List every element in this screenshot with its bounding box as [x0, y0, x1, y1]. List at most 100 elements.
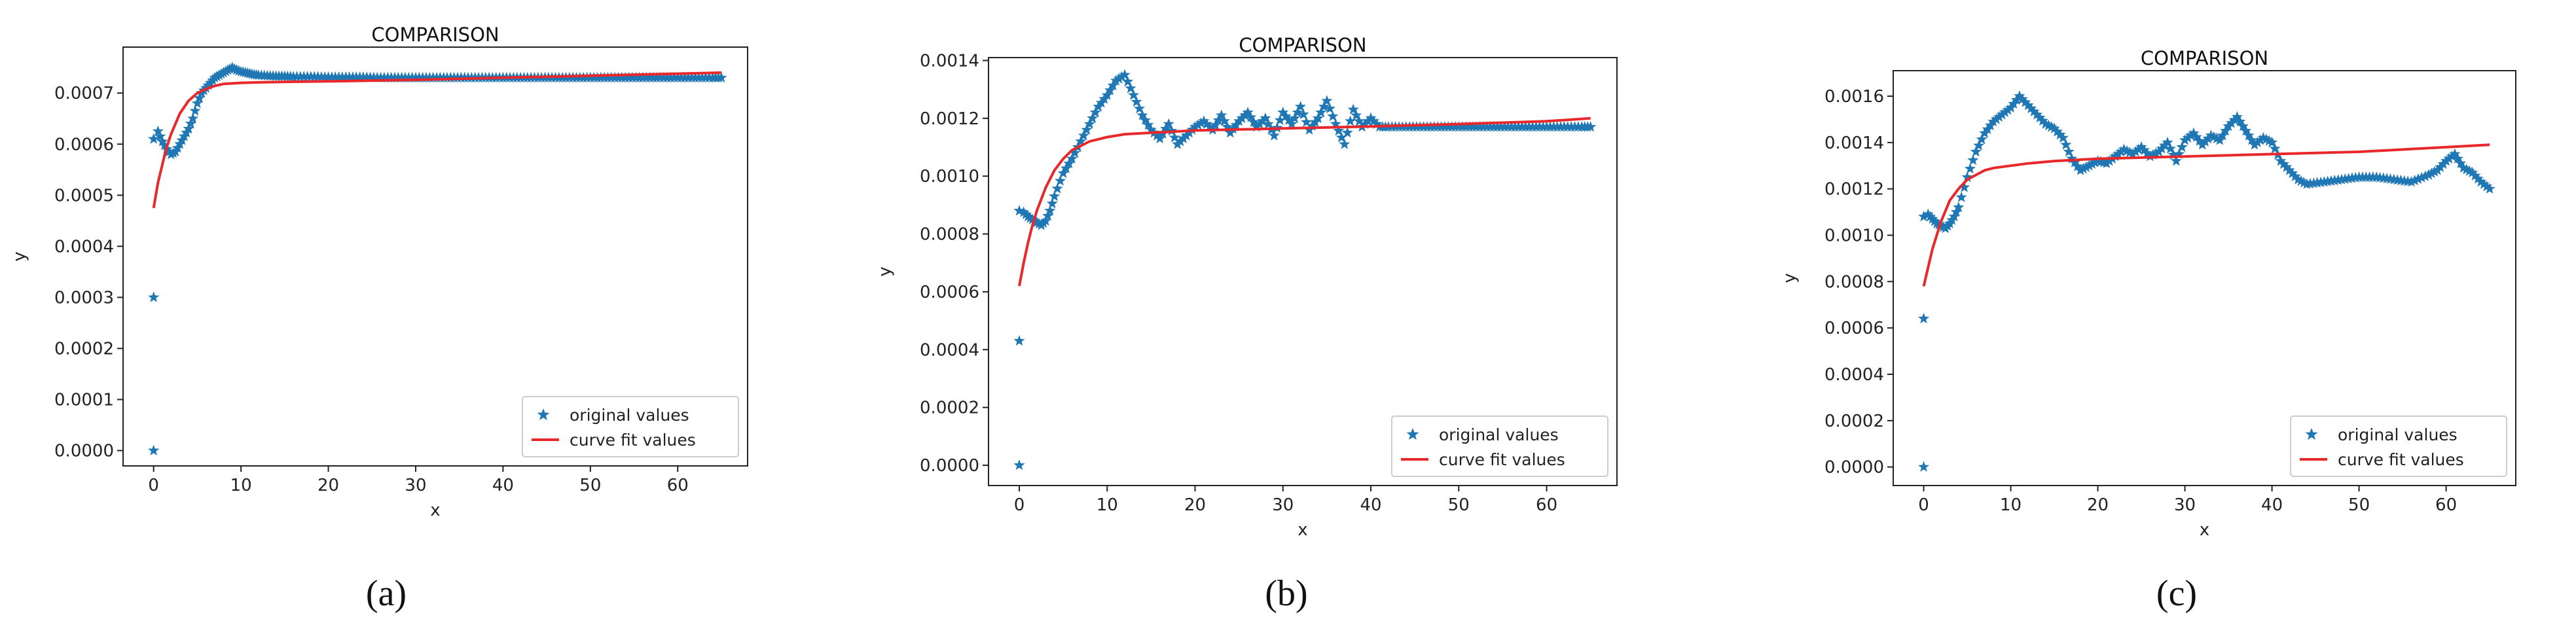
scatter-point — [1089, 107, 1101, 118]
scatter-point — [2048, 122, 2060, 133]
scatter-point — [1964, 162, 1976, 174]
scatter-point — [1345, 115, 1356, 126]
y-tick-label: 0.0001 — [54, 391, 114, 410]
scatter-point — [1049, 190, 1061, 202]
curve-fit-line — [152, 71, 722, 209]
scatter-point — [1075, 135, 1087, 147]
x-tick-label: 30 — [405, 476, 426, 495]
scatter-point — [1371, 118, 1383, 129]
scatter-point — [2304, 177, 2316, 189]
scatter-point — [224, 63, 236, 74]
scatter-point — [2312, 177, 2323, 188]
scatter-point — [2066, 152, 2078, 164]
scatter-point — [156, 135, 168, 147]
panel-caption: (b) — [1265, 573, 1307, 614]
scatter-point — [1309, 116, 1321, 127]
chart-panel-a: COMPARISON 0 10 20 30 40 50 60 0.0000 0.0001 0.000… — [10, 24, 748, 614]
chart-panel-b: COMPARISON 0 10 20 30 40 50 60 0.0000 0.0002 0.000… — [875, 34, 1618, 614]
scatter-point — [2014, 90, 2025, 101]
scatter-point — [2246, 134, 2258, 145]
scatter-point — [1918, 461, 1930, 472]
scatter-point — [185, 118, 196, 129]
scatter-point — [1078, 130, 1089, 141]
scatter-point — [1020, 208, 1032, 219]
y-tick-label: 0.0006 — [1824, 319, 1884, 338]
scatter-point — [1122, 75, 1134, 87]
scatter-point — [2263, 135, 2275, 146]
scatter-point — [1321, 95, 1333, 106]
scatter-point — [686, 71, 698, 83]
scatter-point — [1051, 183, 1063, 194]
x-tick-label: 10 — [230, 476, 252, 495]
scatter-point — [211, 70, 223, 82]
scatter-point — [1242, 107, 1254, 118]
scatter-point — [2281, 161, 2293, 172]
scatter-point — [1996, 109, 2008, 120]
scatter-point — [634, 71, 645, 83]
curve-fit-line — [1018, 116, 1591, 287]
scatter-point — [1233, 115, 1245, 126]
plot-area — [148, 62, 727, 455]
scatter-point — [220, 65, 232, 77]
scatter-point — [1136, 109, 1148, 120]
scatter-point — [1925, 211, 1936, 222]
scatter-point — [2475, 176, 2487, 187]
scatter-point — [1139, 114, 1151, 125]
scatter-point — [1151, 130, 1163, 141]
scatter-point — [1277, 107, 1289, 118]
scatter-point — [148, 444, 160, 455]
scatter-point — [1142, 119, 1154, 130]
scatter-point — [1922, 208, 1934, 219]
scatter-point — [319, 71, 331, 82]
y-tick-label: 0.0014 — [1824, 133, 1884, 153]
scatter-point — [2329, 174, 2340, 186]
scatter-point — [2443, 152, 2455, 164]
scatter-point — [2069, 156, 2080, 168]
scatter-point — [2147, 149, 2159, 160]
scatter-point — [2301, 178, 2313, 189]
scatter-point — [1333, 124, 1345, 136]
scatter-point — [2159, 139, 2171, 151]
scatter-point — [2022, 99, 2034, 111]
scatter-point — [2287, 168, 2298, 179]
scatter-point — [2118, 143, 2130, 154]
scatter-point — [2141, 147, 2153, 158]
scatter-point — [1169, 132, 1180, 143]
scatter-point — [2194, 135, 2205, 146]
scatter-point — [2133, 143, 2145, 154]
scatter-point — [2205, 130, 2217, 141]
x-axis-label: x — [430, 501, 440, 520]
x-tick-label: 40 — [492, 476, 514, 495]
scatter-point — [2226, 117, 2238, 128]
scatter-point — [2063, 146, 2075, 157]
scatter-point — [2173, 148, 2185, 159]
scatter-point — [2423, 169, 2435, 180]
scatter-point — [1537, 121, 1549, 132]
scatter-point — [1216, 109, 1227, 120]
scatter-point — [2135, 141, 2147, 152]
scatter-point — [2343, 173, 2355, 184]
scatter-point — [1955, 191, 1967, 202]
y-tick-label: 0.0008 — [920, 225, 979, 245]
scatter-point — [2109, 151, 2121, 162]
x-axis-label: x — [2200, 520, 2209, 540]
scatter-point — [2420, 170, 2431, 181]
scatter-point — [1953, 202, 1965, 213]
scatter-point — [1038, 217, 1049, 228]
scatter-point — [1449, 121, 1461, 132]
scatter-point — [1204, 121, 1216, 132]
scatter-point — [2266, 136, 2278, 148]
legend: original values curve fit values — [2290, 416, 2507, 477]
scatter-point — [2260, 133, 2272, 145]
legend-label-curve: curve fit values — [1439, 450, 1565, 469]
scatter-point — [2150, 147, 2162, 158]
x-tick-label: 0 — [148, 476, 159, 495]
y-tick-label: 0.0000 — [920, 456, 979, 476]
scatter-point — [2435, 161, 2446, 172]
y-axis-label: y — [875, 266, 895, 276]
legend: original values curve fit values — [1391, 416, 1608, 477]
scatter-point — [1133, 103, 1145, 114]
scatter-point — [1918, 313, 1930, 324]
scatter-point — [1993, 111, 2005, 122]
scatter-point — [148, 291, 160, 302]
